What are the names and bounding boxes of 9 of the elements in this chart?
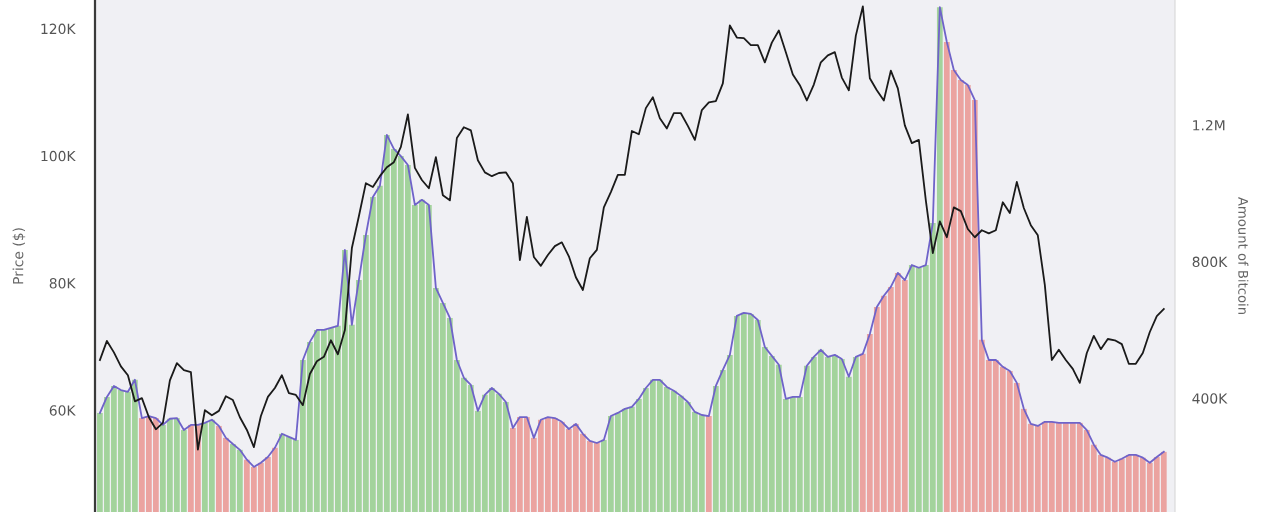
y-tick-label: 120K — [41, 23, 76, 35]
y2-tick-label: 1.2M — [1193, 119, 1225, 131]
y-axis-title: Price ($) — [12, 228, 26, 284]
y-tick-label: 100K — [41, 150, 76, 162]
y-tick-label: 60K — [49, 405, 76, 416]
y-tick-label: 80K — [49, 278, 76, 289]
y2-axis-title: Amount of Bitcoin — [1238, 197, 1249, 314]
y2-tick-label: 800K — [1192, 256, 1228, 268]
y2-tick-label: 400K — [1192, 393, 1228, 404]
